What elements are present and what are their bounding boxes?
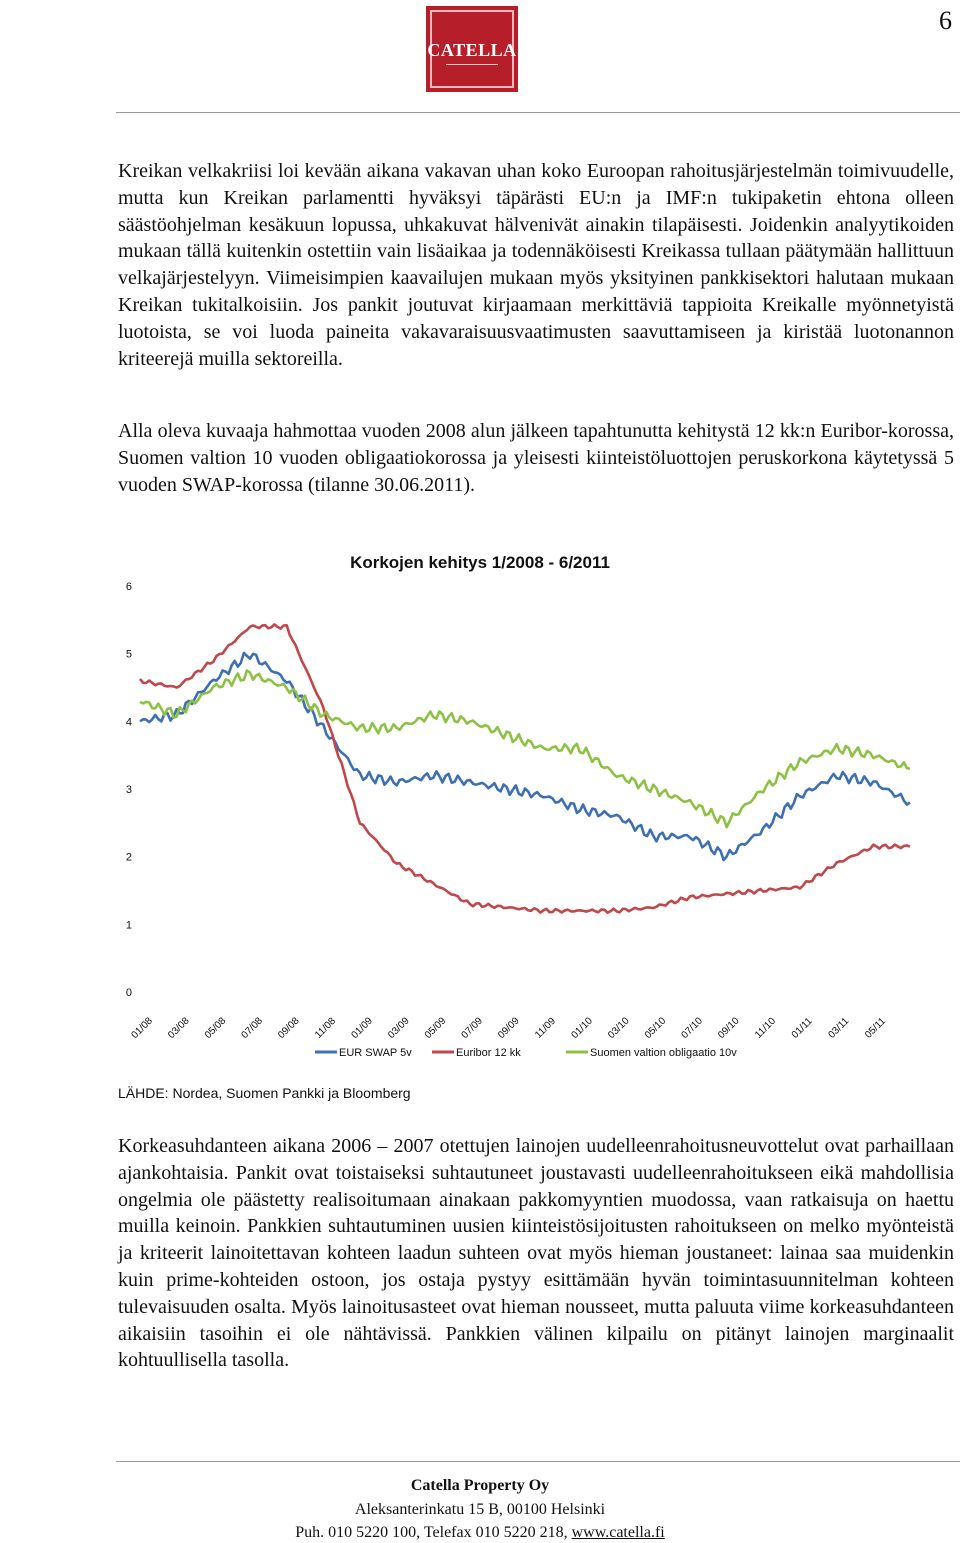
x-tick-label: 03/08 [166,1015,192,1041]
x-tick-label: 09/08 [276,1015,302,1041]
x-tick-label: 09/09 [496,1015,522,1041]
x-tick-label: 11/10 [753,1015,778,1040]
x-tick-label: 01/10 [569,1015,595,1041]
x-tick-label: 05/11 [863,1015,888,1040]
paragraph-chart-intro: Alla oleva kuvaaja hahmottaa vuoden 2008… [118,420,954,496]
x-tick-label: 11/09 [533,1015,558,1040]
footer-website-link[interactable]: www.catella.fi [571,1524,665,1541]
paragraph-greece: Kreikan velkakriisi loi kevään aikana va… [118,160,954,370]
catella-logo: CATELLA [426,6,518,92]
x-tick-label: 03/09 [386,1015,412,1041]
chart-svg: Korkojen kehitys 1/2008 - 6/2011 0 1 2 3 4 5 6 0… [126,553,911,1059]
footer-company: Catella Property Oy [410,1477,550,1494]
x-tick-label: 07/08 [239,1015,265,1041]
legend-label-2: Euribor 12 kk [456,1047,521,1059]
footer-phone: Puh. 010 5220 100, Telefax 010 5220 218, [295,1524,572,1541]
interest-rate-chart: Korkojen kehitys 1/2008 - 6/2011 0 1 2 3 4 5 6 0… [110,540,930,1070]
x-tick-label: 01/11 [790,1015,815,1040]
footer-contact: Puh. 010 5220 100, Telefax 010 5220 218,… [0,1524,960,1542]
y-tick-label: 4 [126,716,132,728]
chart-source: LÄHDE: Nordea, Suomen Pankki ja Bloomber… [118,1085,411,1101]
page-number: 6 [939,6,952,35]
header-rule [116,112,960,113]
logo-divider [446,64,498,65]
x-tick-label: 01/09 [349,1015,375,1041]
x-tick-label: 05/10 [643,1015,669,1041]
x-tick-label: 07/10 [679,1015,705,1041]
x-tick-label: 03/11 [826,1015,851,1040]
footer-rule [116,1461,960,1462]
x-tick-label: 03/10 [606,1015,632,1041]
y-tick-label: 6 [126,581,132,593]
chart-title: Korkojen kehitys 1/2008 - 6/2011 [350,553,610,572]
paragraph-refinancing: Korkeasuhdanteen aikana 2006 – 2007 otet… [118,1135,954,1372]
x-tick-label: 11/08 [313,1015,338,1040]
y-tick-label: 1 [126,919,132,931]
y-tick-label: 3 [126,784,132,796]
y-tick-label: 5 [126,649,132,661]
logo-text: CATELLA [427,40,517,60]
x-tick-label: 05/09 [423,1015,449,1041]
series-line-3 [139,669,911,829]
legend-label-1: EUR SWAP 5v [339,1047,412,1059]
legend-label-3: Suomen valtion obligaatio 10v [590,1047,737,1059]
series-line-1 [139,651,911,862]
x-tick-label: 07/09 [459,1015,485,1041]
y-tick-label: 0 [126,987,132,999]
y-tick-label: 2 [126,852,132,864]
x-tick-label: 09/10 [716,1015,742,1041]
series-line-2 [138,623,911,914]
x-tick-label: 05/08 [203,1015,229,1041]
footer-address: Aleksanterinkatu 15 B, 00100 Helsinki [354,1501,606,1518]
x-tick-label: 01/08 [129,1015,155,1041]
